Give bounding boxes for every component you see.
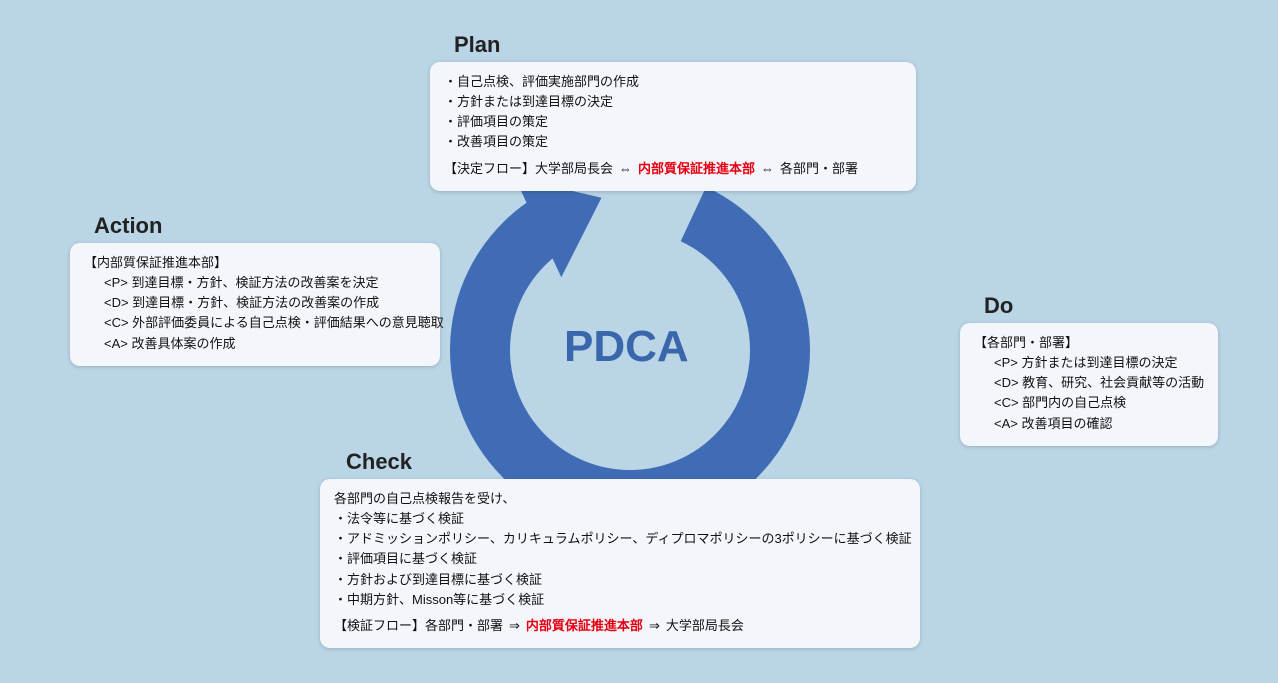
- plan-title: Plan: [454, 32, 500, 58]
- plan-box: ・自己点検、評価実施部門の作成・方針または到達目標の決定・評価項目の策定・改善項…: [430, 62, 916, 191]
- plan-line: ・評価項目の策定: [444, 112, 902, 132]
- flow-line: 【決定フロー】大学部局長会⇔内部質保証推進本部⇔各部門・部署: [444, 159, 902, 179]
- pdca-diagram: PDCA Plan ・自己点検、評価実施部門の作成・方針または到達目標の決定・評…: [0, 0, 1278, 683]
- do-line: <C> 部門内の自己点検: [974, 393, 1204, 413]
- do-header: 【各部門・部署】: [974, 333, 1204, 353]
- flow-line: 【検証フロー】各部門・部署⇒内部質保証推進本部⇒大学部局長会: [334, 616, 906, 636]
- action-line: <D> 到達目標・方針、検証方法の改善案の作成: [84, 293, 426, 313]
- check-line: ・法令等に基づく検証: [334, 509, 906, 529]
- do-line: <D> 教育、研究、社会貢献等の活動: [974, 373, 1204, 393]
- check-line: ・方針および到達目標に基づく検証: [334, 570, 906, 590]
- check-title: Check: [346, 449, 412, 475]
- check-intro: 各部門の自己点検報告を受け、: [334, 489, 906, 509]
- action-title: Action: [94, 213, 162, 239]
- do-box: 【各部門・部署】<P> 方針または到達目標の決定<D> 教育、研究、社会貢献等の…: [960, 323, 1218, 446]
- do-line: <A> 改善項目の確認: [974, 414, 1204, 434]
- action-line: <P> 到達目標・方針、検証方法の改善案を決定: [84, 273, 426, 293]
- plan-line: ・自己点検、評価実施部門の作成: [444, 72, 902, 92]
- action-header: 【内部質保証推進本部】: [84, 253, 426, 273]
- do-line: <P> 方針または到達目標の決定: [974, 353, 1204, 373]
- check-line: ・アドミッションポリシー、カリキュラムポリシー、ディプロマポリシーの3ポリシーに…: [334, 529, 906, 549]
- action-line: <C> 外部評価委員による自己点検・評価結果への意見聴取: [84, 313, 426, 333]
- plan-line: ・方針または到達目標の決定: [444, 92, 902, 112]
- action-line: <A> 改善具体案の作成: [84, 334, 426, 354]
- do-title: Do: [984, 293, 1013, 319]
- plan-line: ・改善項目の策定: [444, 132, 902, 152]
- check-line: ・中期方針、Misson等に基づく検証: [334, 590, 906, 610]
- center-label: PDCA: [564, 322, 689, 372]
- check-box: 各部門の自己点検報告を受け、・法令等に基づく検証・アドミッションポリシー、カリキ…: [320, 479, 920, 648]
- check-line: ・評価項目に基づく検証: [334, 549, 906, 569]
- action-box: 【内部質保証推進本部】<P> 到達目標・方針、検証方法の改善案を決定<D> 到達…: [70, 243, 440, 366]
